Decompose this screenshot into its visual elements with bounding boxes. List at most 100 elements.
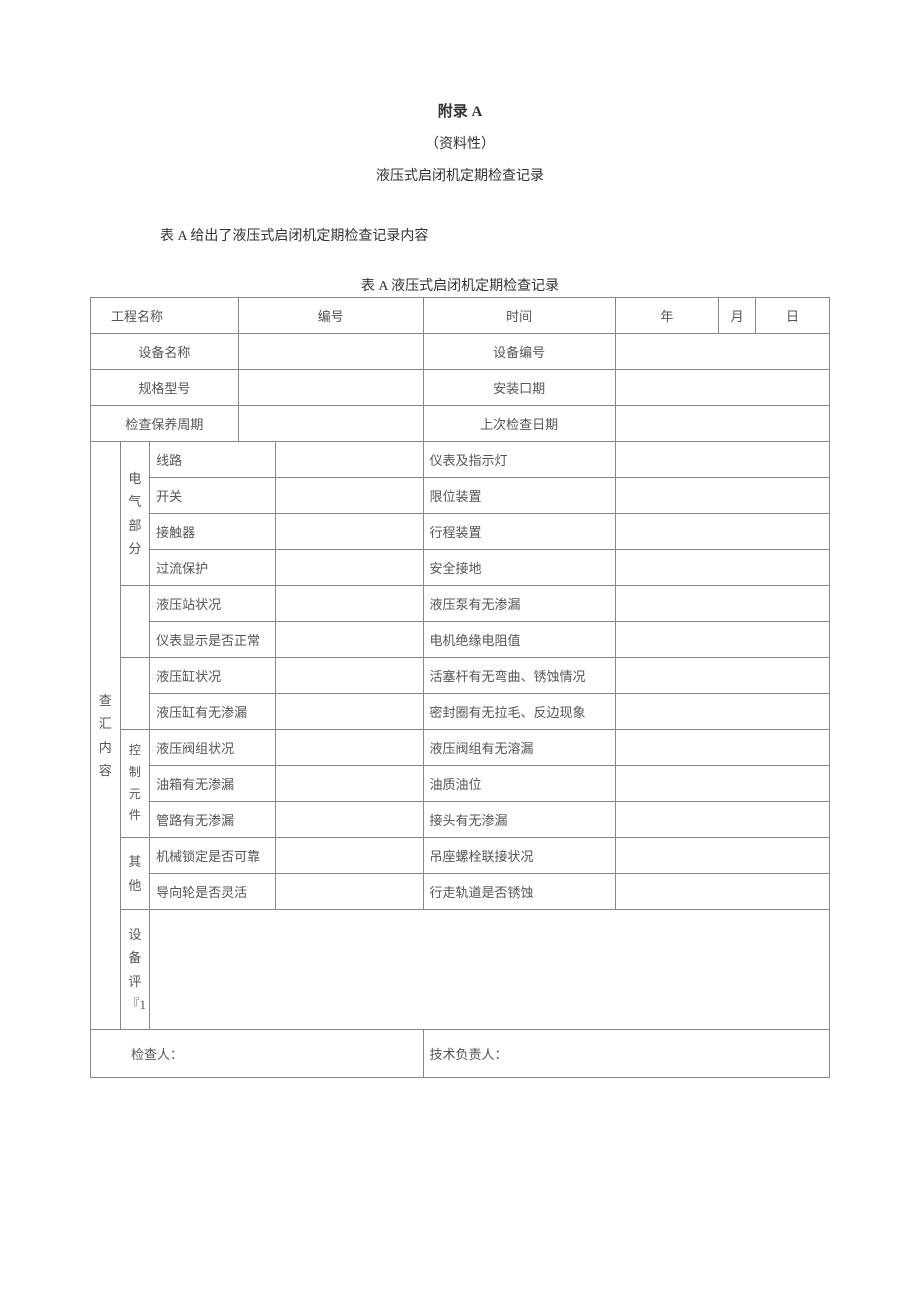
item-value: [615, 766, 829, 802]
item-value: [275, 730, 423, 766]
item-label: 活塞杆有无弯曲、锈蚀情况: [423, 658, 615, 694]
table-row: 过流保护 安全接地: [91, 550, 830, 586]
number-label: 编号: [238, 298, 423, 334]
intro-text: 表 A 给出了液压式启闭机定期检查记录内容: [160, 225, 830, 245]
last-check-value: [615, 406, 829, 442]
document-title: 液压式启闭机定期检查记录: [90, 165, 830, 185]
last-check-label: 上次检查日期: [423, 406, 615, 442]
cycle-row: 检查保养周期 上次检查日期: [91, 406, 830, 442]
item-value: [615, 874, 829, 910]
item-label: 吊座螺栓联接状况: [423, 838, 615, 874]
table-row: 管路有无渗漏 接头有无渗漏: [91, 802, 830, 838]
item-value: [275, 658, 423, 694]
table-row: 液压缸状况 活塞杆有无弯曲、锈蚀情况: [91, 658, 830, 694]
item-label: 开关: [150, 478, 276, 514]
device-number-value: [615, 334, 829, 370]
table-row: 查 汇 内 容 电 气 部 分 线路 仪表及指示灯: [91, 442, 830, 478]
device-name-row: 设备名称 设备编号: [91, 334, 830, 370]
appendix-label: 附录 A: [90, 100, 830, 121]
group-blank: [120, 658, 150, 730]
day-label: 日: [756, 298, 830, 334]
table-row: 其 他 机械锁定是否可靠 吊座螺栓联接状况: [91, 838, 830, 874]
nature-label: （资料性）: [90, 133, 830, 153]
item-label: 行程装置: [423, 514, 615, 550]
item-value: [615, 478, 829, 514]
item-label: 液压阀组状况: [150, 730, 276, 766]
document-header: 附录 A （资料性） 液压式启闭机定期检查记录: [90, 100, 830, 185]
time-label: 时间: [423, 298, 615, 334]
device-name-value: [238, 334, 423, 370]
review-row: 设 备 评 『1: [91, 910, 830, 1030]
group-other: 其 他: [120, 838, 150, 910]
item-value: [275, 838, 423, 874]
item-value: [615, 550, 829, 586]
cycle-label: 检查保养周期: [91, 406, 239, 442]
item-value: [275, 442, 423, 478]
table-row: 开关 限位装置: [91, 478, 830, 514]
table-row: 导向轮是否灵活 行走轨道是否锈蚀: [91, 874, 830, 910]
item-label: 限位装置: [423, 478, 615, 514]
item-value: [275, 514, 423, 550]
item-label: 安全接地: [423, 550, 615, 586]
table-row: 接触器 行程装置: [91, 514, 830, 550]
item-label: 仪表显示是否正常: [150, 622, 276, 658]
month-label: 月: [719, 298, 756, 334]
item-label: 行走轨道是否锈蚀: [423, 874, 615, 910]
item-value: [615, 514, 829, 550]
item-label: 液压泵有无渗漏: [423, 586, 615, 622]
side-label: 查 汇 内 容: [91, 442, 121, 1030]
footer-row: 检查人： 技术负责人：: [91, 1030, 830, 1078]
item-value: [615, 586, 829, 622]
table-row: 油箱有无渗漏 油质油位: [91, 766, 830, 802]
header-row-1: 工程名称 编号 时间 年 月 日: [91, 298, 830, 334]
item-label: 油箱有无渗漏: [150, 766, 276, 802]
item-value: [275, 766, 423, 802]
item-value: [615, 838, 829, 874]
item-value: [275, 802, 423, 838]
item-value: [275, 550, 423, 586]
device-number-label: 设备编号: [423, 334, 615, 370]
item-label: 接触器: [150, 514, 276, 550]
spec-label: 规格型号: [91, 370, 239, 406]
item-label: 线路: [150, 442, 276, 478]
item-label: 机械锁定是否可靠: [150, 838, 276, 874]
inspection-table: 工程名称 编号 时间 年 月 日 设备名称 设备编号 规格型号 安装口期 检查保…: [90, 297, 830, 1078]
item-label: 液压缸有无渗漏: [150, 694, 276, 730]
table-row: 仪表显示是否正常 电机绝缘电阻值: [91, 622, 830, 658]
install-date-label: 安装口期: [423, 370, 615, 406]
item-value: [615, 658, 829, 694]
item-value: [275, 694, 423, 730]
group-electrical: 电 气 部 分: [120, 442, 150, 586]
item-label: 液压缸状况: [150, 658, 276, 694]
item-label: 过流保护: [150, 550, 276, 586]
item-label: 油质油位: [423, 766, 615, 802]
item-value: [615, 802, 829, 838]
group-control: 控制元件: [120, 730, 150, 838]
item-label: 接头有无渗漏: [423, 802, 615, 838]
item-value: [615, 442, 829, 478]
review-content: [150, 910, 830, 1030]
spec-row: 规格型号 安装口期: [91, 370, 830, 406]
table-caption: 表 A 液压式启闭机定期检查记录: [90, 275, 830, 295]
table-row: 控制元件 液压阀组状况 液压阀组有无溶漏: [91, 730, 830, 766]
item-label: 液压站状况: [150, 586, 276, 622]
project-label: 工程名称: [91, 298, 239, 334]
year-label: 年: [615, 298, 718, 334]
item-label: 仪表及指示灯: [423, 442, 615, 478]
item-value: [275, 622, 423, 658]
item-label: 液压阀组有无溶漏: [423, 730, 615, 766]
item-value: [275, 586, 423, 622]
table-row: 液压站状况 液压泵有无渗漏: [91, 586, 830, 622]
item-value: [615, 694, 829, 730]
item-label: 电机绝缘电阻值: [423, 622, 615, 658]
inspector-label: 检查人：: [91, 1030, 424, 1078]
item-value: [275, 478, 423, 514]
group-blank: [120, 586, 150, 658]
cycle-value: [238, 406, 423, 442]
item-label: 密封圈有无拉毛、反边现象: [423, 694, 615, 730]
spec-value: [238, 370, 423, 406]
group-review: 设 备 评 『1: [120, 910, 150, 1030]
tech-lead-label: 技术负责人：: [423, 1030, 829, 1078]
item-value: [615, 622, 829, 658]
device-name-label: 设备名称: [91, 334, 239, 370]
